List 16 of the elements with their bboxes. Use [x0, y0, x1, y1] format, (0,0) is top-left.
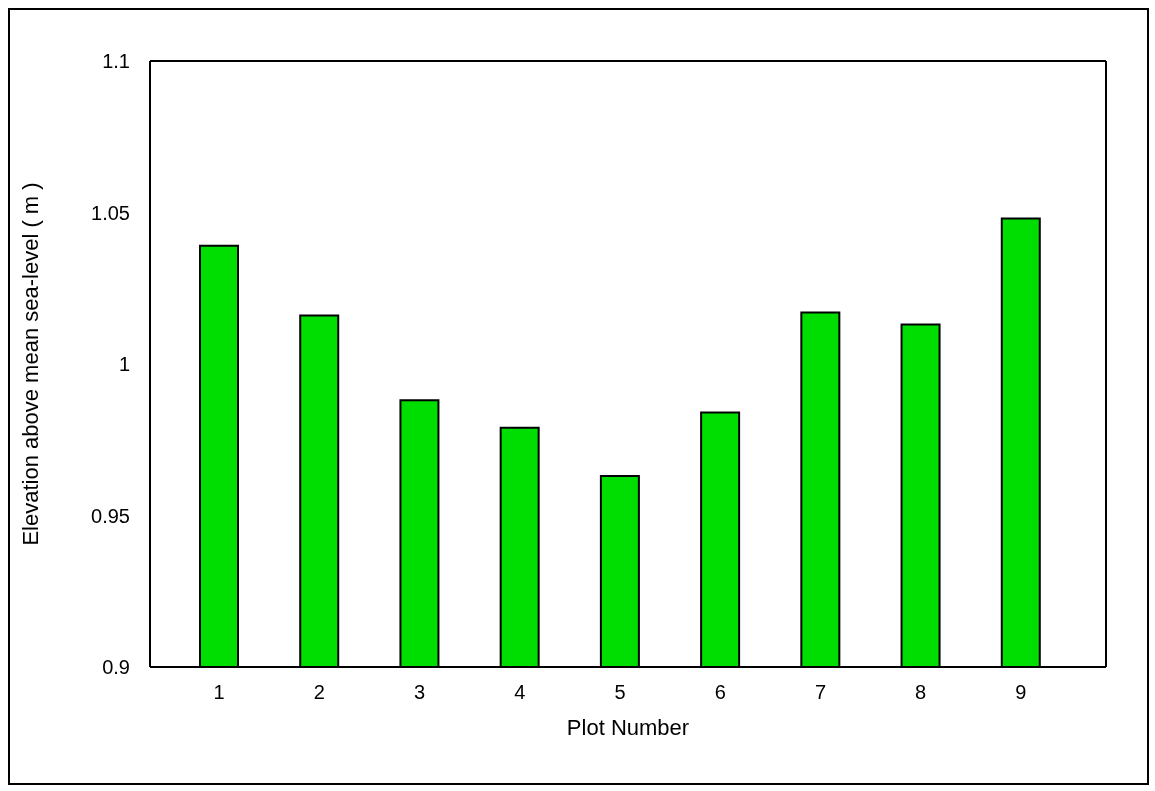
- x-tick-label: 3: [413, 681, 426, 704]
- x-tick-label: 8: [915, 681, 927, 704]
- y-tick-label: 1.1: [102, 50, 130, 73]
- y-tick-label: 1: [118, 353, 130, 376]
- y-tick-label: 0.9: [102, 656, 130, 679]
- x-tick-label: 4: [514, 681, 526, 704]
- y-tick-label: 1.05: [91, 201, 130, 224]
- y-axis-title: Elevation above mean sea-level ( m ): [17, 182, 43, 546]
- x-tick-label: 1: [213, 681, 225, 704]
- x-tick-label: 9: [1015, 681, 1027, 704]
- x-axis-title: Plot Number: [566, 715, 690, 740]
- x-tick-label: 2: [313, 681, 325, 704]
- x-tick-label: 6: [714, 681, 726, 704]
- y-tick-label: 0.95: [91, 504, 130, 527]
- x-tick-label: 7: [814, 681, 827, 704]
- x-tick-label: 5: [614, 681, 626, 704]
